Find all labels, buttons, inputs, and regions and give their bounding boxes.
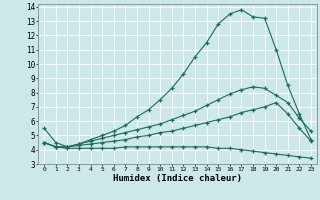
X-axis label: Humidex (Indice chaleur): Humidex (Indice chaleur) [113,174,242,183]
